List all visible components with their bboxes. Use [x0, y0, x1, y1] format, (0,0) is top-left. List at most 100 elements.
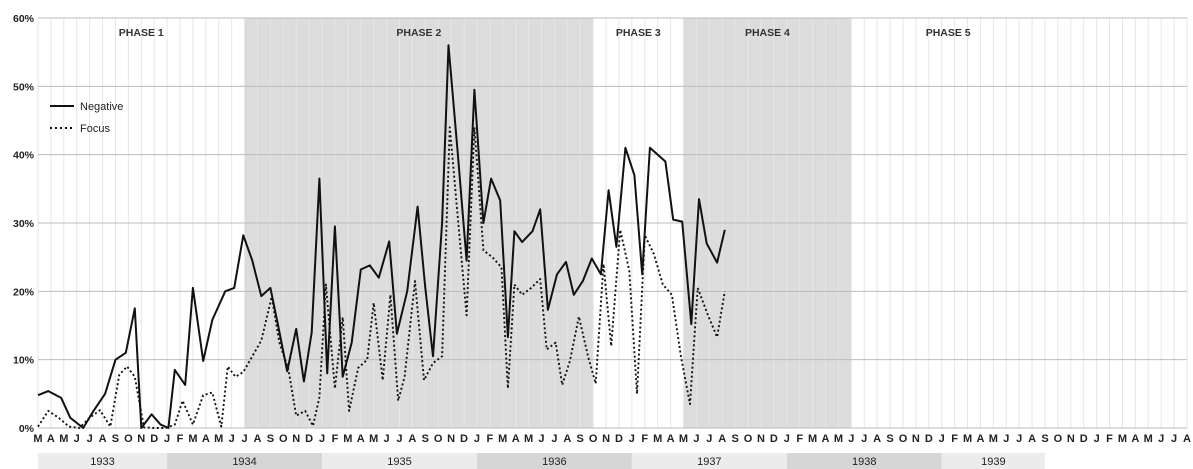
y-tick-label: 60%: [13, 13, 35, 25]
x-tick-label: J: [319, 433, 325, 445]
x-tick-label: M: [33, 433, 42, 445]
year-band-1934: [167, 453, 323, 469]
x-tick-label: J: [551, 433, 557, 445]
x-tick-label: S: [112, 433, 119, 445]
x-tick-label: J: [1016, 433, 1022, 445]
phase-label-4: PHASE 4: [745, 27, 790, 39]
x-tick-label: J: [848, 433, 854, 445]
x-tick-label: O: [899, 433, 908, 445]
phase-label-3: PHASE 3: [616, 27, 661, 39]
x-tick-label: A: [357, 433, 365, 445]
x-tick-label: O: [744, 433, 753, 445]
x-tick-label: O: [279, 433, 288, 445]
x-tick-label: M: [834, 433, 843, 445]
x-tick-label: J: [538, 433, 544, 445]
x-tick-label: J: [629, 433, 635, 445]
x-tick-label: F: [1106, 433, 1113, 445]
year-label-1933: 1933: [90, 456, 114, 468]
x-tick-label: D: [925, 433, 933, 445]
x-tick-label: M: [1144, 433, 1153, 445]
x-tick-label: N: [757, 433, 765, 445]
x-tick-label: D: [150, 433, 158, 445]
x-tick-label: N: [292, 433, 300, 445]
y-tick-label: 0%: [19, 423, 35, 435]
x-tick-label: S: [422, 433, 429, 445]
x-tick-label: J: [939, 433, 945, 445]
x-tick-label: A: [202, 433, 210, 445]
year-label-1935: 1935: [387, 456, 411, 468]
x-tick-label: N: [447, 433, 455, 445]
x-tick-label: A: [667, 433, 675, 445]
x-tick-label: A: [47, 433, 55, 445]
x-tick-label: A: [1028, 433, 1036, 445]
x-tick-label: M: [214, 433, 223, 445]
x-tick-label: J: [706, 433, 712, 445]
x-tick-label: S: [731, 433, 738, 445]
x-tick-label: A: [512, 433, 520, 445]
x-tick-label: J: [1003, 433, 1009, 445]
year-band-1936: [476, 453, 632, 469]
x-tick-label: J: [87, 433, 93, 445]
y-tick-label: 40%: [13, 150, 35, 162]
year-label-1939: 1939: [981, 456, 1005, 468]
x-tick-label: D: [460, 433, 468, 445]
x-tick-label: J: [1171, 433, 1177, 445]
x-tick-label: F: [796, 433, 803, 445]
x-tick-label: A: [718, 433, 726, 445]
x-tick-label: M: [498, 433, 507, 445]
legend-focus-label: Focus: [80, 123, 110, 135]
y-tick-label: 10%: [13, 355, 35, 367]
phase-label-2: PHASE 2: [396, 27, 441, 39]
x-axis-years: 1933 1934 1935 1936 1937 1938 1939: [38, 453, 1045, 469]
x-tick-label: F: [332, 433, 339, 445]
x-tick-label: A: [1183, 433, 1191, 445]
series-lines: [37, 44, 726, 429]
x-tick-label: A: [873, 433, 881, 445]
year-label-1937: 1937: [697, 456, 721, 468]
x-tick-label: O: [1054, 433, 1063, 445]
x-tick-label: D: [305, 433, 313, 445]
x-tick-label: D: [1080, 433, 1088, 445]
x-tick-label: F: [177, 433, 184, 445]
x-tick-label: F: [486, 433, 493, 445]
phase-label-5: PHASE 5: [926, 27, 971, 39]
x-tick-label: M: [188, 433, 197, 445]
x-tick-label: M: [524, 433, 533, 445]
year-band-1937: [631, 453, 787, 469]
x-tick-label: J: [1158, 433, 1164, 445]
x-tick-label: J: [396, 433, 402, 445]
x-tick-label: J: [693, 433, 699, 445]
x-tick-label: J: [474, 433, 480, 445]
year-band-1939: [941, 453, 1045, 469]
x-tick-label: M: [679, 433, 688, 445]
x-tick-label: A: [99, 433, 107, 445]
x-tick-label: O: [434, 433, 443, 445]
x-tick-label: N: [602, 433, 610, 445]
x-tick-label: D: [615, 433, 623, 445]
x-tick-label: J: [784, 433, 790, 445]
year-band-1935: [322, 453, 477, 469]
x-tick-label: M: [989, 433, 998, 445]
x-tick-label: D: [770, 433, 778, 445]
x-tick-label: A: [408, 433, 416, 445]
x-tick-label: M: [808, 433, 817, 445]
legend: Negative Focus: [50, 101, 123, 135]
year-label-1934: 1934: [232, 456, 256, 468]
y-tick-label: 20%: [13, 286, 35, 298]
year-band-1938: [786, 453, 942, 469]
x-tick-label: J: [1094, 433, 1100, 445]
x-tick-label: F: [641, 433, 648, 445]
x-tick-label: J: [384, 433, 390, 445]
year-label-1938: 1938: [852, 456, 876, 468]
x-tick-label: O: [589, 433, 598, 445]
year-label-1936: 1936: [542, 456, 566, 468]
x-tick-label: M: [1118, 433, 1127, 445]
x-tick-label: N: [912, 433, 920, 445]
x-tick-label: J: [861, 433, 867, 445]
x-tick-label: S: [886, 433, 893, 445]
x-tick-label: J: [241, 433, 247, 445]
x-tick-label: A: [822, 433, 830, 445]
x-tick-label: A: [1131, 433, 1139, 445]
x-tick-label: J: [164, 433, 170, 445]
